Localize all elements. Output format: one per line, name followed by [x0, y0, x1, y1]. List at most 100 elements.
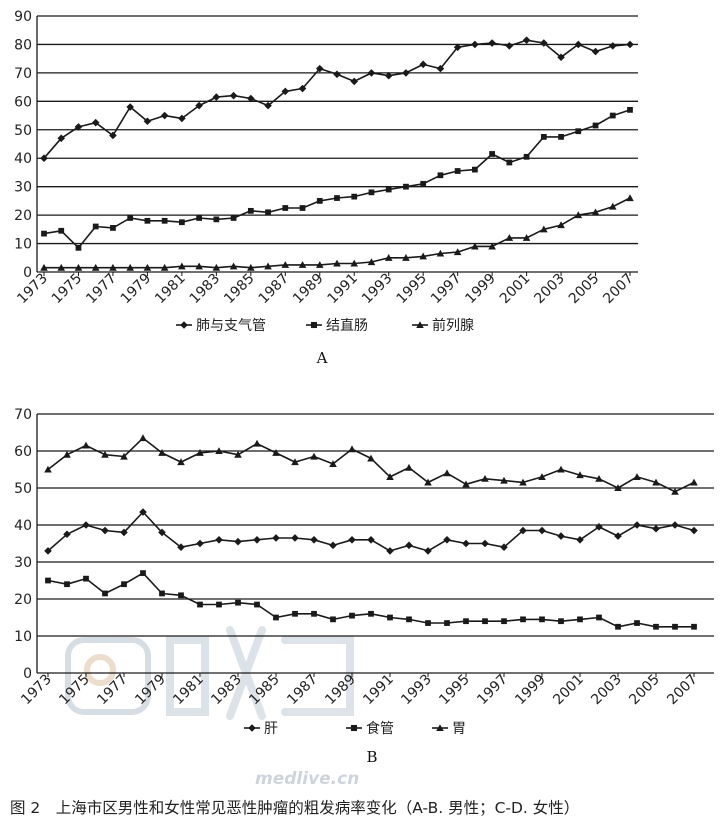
b-series-1-point [367, 536, 375, 544]
b-series-2-point [140, 570, 146, 576]
a-series-3-point [557, 221, 565, 229]
a-series-2-point [368, 189, 375, 196]
a-series-1-point [247, 94, 255, 103]
b-series-1-point [158, 528, 166, 537]
b-x-tick-label: 2007 [664, 672, 701, 709]
b-series-3-point [63, 450, 71, 458]
b-y-tick-label: 10 [14, 629, 32, 645]
watermark-logo: medlive.cn [65, 626, 359, 789]
b-series-1-point [652, 524, 660, 533]
a-series-1-point [402, 69, 410, 77]
a-series-2-point [213, 216, 220, 223]
a-series-2-point [41, 230, 47, 237]
a-series-2-point [523, 153, 530, 160]
a-series-2-point [627, 106, 633, 113]
b-series-2-point [64, 581, 70, 588]
a-series-3-point [419, 252, 427, 260]
b-series-3-point [215, 447, 223, 455]
b-series-2-point [45, 577, 51, 584]
b-legend-marker-1 [248, 724, 256, 732]
a-legend-label-2: 结直肠 [326, 317, 368, 334]
b-series-3-point [291, 458, 299, 466]
a-x-tick-label: 1989 [290, 271, 327, 308]
a-series-3-point [350, 259, 359, 267]
b-series-1-point [215, 536, 223, 544]
b-series-3-point [481, 474, 489, 482]
a-x-tick-label: 1999 [462, 271, 499, 308]
a-x-tick-label: 1973 [14, 271, 51, 308]
b-series-2-point [178, 592, 184, 599]
a-series-1-point [488, 39, 496, 47]
b-series-2-point [83, 575, 89, 582]
a-series-2-point [334, 195, 340, 201]
b-series-3-point [367, 454, 375, 462]
b-series-2-point [102, 590, 108, 597]
a-panel-label: A [316, 349, 328, 367]
a-series-1-point [522, 36, 531, 44]
b-x-tick-label: 1999 [512, 672, 549, 709]
b-series-2-point [520, 616, 526, 623]
a-series-1-point [57, 134, 66, 143]
b-series-1-point [443, 536, 451, 544]
a-series-2-point [575, 128, 582, 135]
a-x-tick-label: 2007 [600, 271, 637, 308]
a-y-tick-label: 50 [14, 123, 32, 139]
a-series-3-point [264, 262, 272, 270]
a-series-3-point [591, 208, 600, 216]
a-series-2-point [437, 172, 444, 179]
a-x-tick-label: 1985 [221, 271, 258, 308]
b-series-3-point [690, 478, 698, 486]
a-series-1-point [229, 91, 238, 100]
a-x-tick-label: 1995 [393, 271, 430, 308]
b-series-1-point [82, 521, 90, 529]
a-series-1-point [74, 123, 83, 131]
b-x-tick-label: 1987 [284, 672, 321, 709]
a-series-2-point [403, 183, 409, 190]
a-y-tick-label: 70 [14, 66, 32, 82]
b-series-2-point [558, 618, 564, 625]
b-series-2-point [577, 616, 583, 623]
a-series-3-point [91, 263, 100, 271]
a-series-3-point [57, 263, 66, 271]
a-series-1-point [384, 71, 393, 80]
b-series-2-point [539, 616, 545, 623]
a-series-1-point [367, 69, 376, 77]
a-series-line-1 [43, 39, 631, 159]
a-x-tick-label: 2003 [531, 271, 568, 308]
a-series-3-point [143, 263, 152, 271]
b-series-1-point [329, 541, 337, 550]
chart-panel-a: 0102030405060708090197319751977197919811… [14, 9, 638, 367]
a-series-2-point [265, 209, 271, 216]
figure-caption: 图 2 上海市区男性和女性常见恶性肿瘤的粗发病率变化（A-B. 男性；C-D. … [10, 799, 580, 817]
a-x-tick-label: 1983 [187, 271, 224, 308]
a-series-3-point [109, 263, 117, 271]
b-legend-label-1: 肝 [264, 721, 278, 737]
a-series-2-point [230, 215, 237, 221]
b-series-1-point [500, 543, 508, 551]
a-series-1-point [574, 40, 583, 49]
b-series-1-point [462, 539, 470, 548]
a-legend-marker-2 [310, 321, 318, 329]
b-series-2-point [615, 623, 621, 630]
a-series-2-point [540, 134, 547, 140]
b-series-2-point [387, 614, 393, 621]
b-series-3-point [538, 473, 546, 480]
a-x-tick-label: 1993 [359, 271, 396, 308]
a-series-3-point [281, 261, 290, 268]
a-series-2-point [75, 244, 82, 251]
b-series-1-point [405, 541, 413, 550]
b-series-1-point [595, 523, 603, 531]
a-series-3-point [40, 263, 48, 271]
a-series-1-point [591, 47, 600, 56]
a-series-3-point [195, 262, 203, 270]
b-series-2-point [482, 618, 488, 625]
a-series-3-point [540, 225, 548, 233]
b-series-3-point [633, 473, 641, 480]
a-legend-label-3: 前列腺 [432, 317, 474, 334]
b-series-3-point [386, 473, 394, 480]
a-series-3-point [574, 211, 583, 219]
watermark-url: medlive.cn [255, 769, 359, 789]
a-series-1-point [91, 118, 100, 127]
b-y-tick-label: 50 [14, 481, 32, 497]
a-series-1-point [350, 77, 359, 86]
